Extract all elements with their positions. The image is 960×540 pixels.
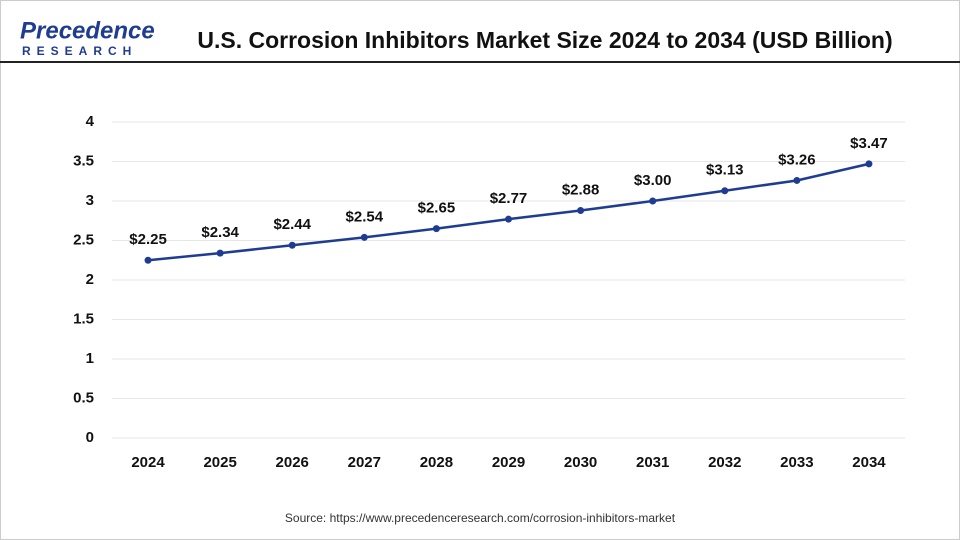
- value-label: $3.00: [634, 172, 672, 189]
- value-label: $2.25: [129, 231, 167, 248]
- y-tick-label: 2: [86, 271, 94, 288]
- value-label: $2.65: [418, 200, 456, 217]
- data-point: [721, 187, 729, 195]
- value-label: $3.13: [706, 162, 744, 179]
- x-tick-label: 2029: [492, 454, 525, 471]
- value-label: $3.47: [850, 135, 888, 152]
- brand-tagline: RESEARCH: [22, 44, 137, 58]
- y-tick-label: 2.5: [73, 231, 94, 248]
- data-point: [288, 241, 296, 249]
- data-point: [577, 206, 585, 214]
- x-tick-label: 2026: [276, 454, 309, 471]
- value-label: $2.34: [201, 224, 239, 241]
- y-tick-label: 1.5: [73, 310, 94, 327]
- data-point: [505, 215, 512, 223]
- y-tick-label: 0.5: [73, 389, 94, 406]
- value-label: $2.54: [346, 208, 384, 225]
- y-tick-label: 3: [86, 192, 94, 209]
- value-label: $2.77: [490, 190, 528, 207]
- x-tick-label: 2033: [780, 454, 813, 471]
- x-tick-label: 2025: [203, 454, 236, 471]
- x-tick-label: 2027: [348, 454, 381, 471]
- data-point: [432, 225, 440, 233]
- x-tick-label: 2034: [852, 454, 886, 471]
- source-note: Source: https://www.precedenceresearch.c…: [285, 511, 676, 525]
- y-tick-label: 0: [86, 429, 94, 446]
- x-tick-label: 2030: [564, 454, 597, 471]
- data-point: [360, 233, 368, 241]
- data-point: [649, 197, 657, 205]
- x-tick-label: 2031: [636, 454, 669, 471]
- brand-name: Precedence: [20, 17, 155, 44]
- value-label: $2.44: [273, 216, 311, 233]
- value-label: $3.26: [778, 151, 816, 168]
- data-point: [793, 176, 801, 184]
- data-point: [865, 160, 873, 168]
- y-tick-label: 1: [86, 350, 94, 367]
- x-tick-label: 2032: [708, 454, 741, 471]
- value-label: $2.88: [562, 181, 600, 198]
- x-tick-label: 2028: [420, 454, 453, 471]
- data-point: [216, 249, 224, 257]
- y-tick-label: 3.5: [73, 152, 94, 169]
- chart-title: U.S. Corrosion Inhibitors Market Size 20…: [197, 27, 892, 53]
- y-tick-label: 4: [86, 113, 95, 130]
- x-tick-label: 2024: [131, 454, 165, 471]
- data-point: [144, 256, 152, 264]
